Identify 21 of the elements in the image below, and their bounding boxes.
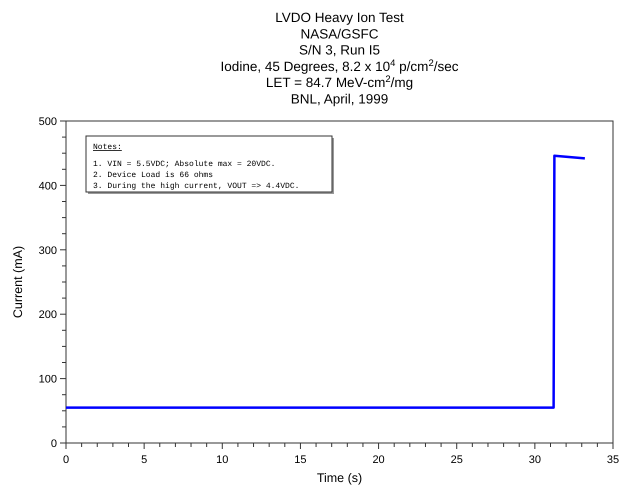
x-tick-label: 25 xyxy=(450,454,463,466)
y-tick-label: 500 xyxy=(38,116,57,128)
y-tick-label: 400 xyxy=(38,180,57,192)
annotation: 2. Device Load is 66 ohms xyxy=(93,171,214,180)
y-tick-label: 200 xyxy=(38,309,57,322)
x-tick-label: 10 xyxy=(216,454,228,466)
x-tick-label: 30 xyxy=(528,454,541,466)
x-tick-label: 15 xyxy=(294,454,307,466)
annotation: Notes: xyxy=(93,143,122,152)
x-tick-label: 0 xyxy=(62,454,70,466)
y-axis-title: Current (mA) xyxy=(11,246,25,318)
x-tick-label: 5 xyxy=(141,454,148,466)
x-axis-title: Time (s) xyxy=(316,471,362,485)
x-tick-label: 20 xyxy=(372,454,385,466)
annotation: 3. During the high current, VOUT => 4.4VDC. xyxy=(93,182,300,191)
y-tick-label: 0 xyxy=(50,438,57,450)
y-tick-label: 100 xyxy=(38,374,57,386)
x-tick-label: 35 xyxy=(606,454,620,466)
chart-title: LVDO Heavy Ion Test NASA/GSFC S/N 3, Run I5 Iodine, 45 Degrees, 8.2 x 10$^{4}$ p/cm$^{2}$/sec LET = 84.7 MeV-cm$^{2}$/mg BNL, April, 1999 xyxy=(220,10,458,106)
y-tick-label: 300 xyxy=(38,244,57,257)
annotation: 1. VIN = 5.5VDC; Absolute max = 20VDC. xyxy=(93,160,276,169)
